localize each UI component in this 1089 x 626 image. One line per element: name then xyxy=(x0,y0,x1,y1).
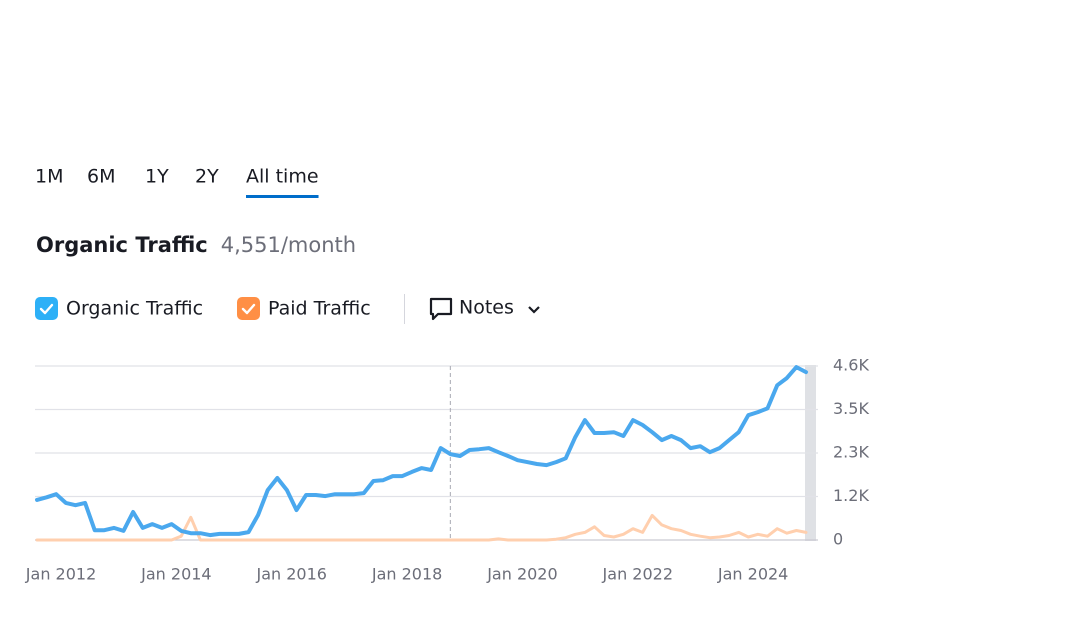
tab[interactable]: 2Y xyxy=(195,166,219,188)
checkbox[interactable] xyxy=(237,297,260,320)
x-tick-label: Jan 2020 xyxy=(486,565,557,584)
x-tick-label: Jan 2016 xyxy=(255,565,326,584)
metric-title: Organic Traffic xyxy=(36,233,208,257)
tab[interactable]: 6M xyxy=(87,166,115,188)
notes-label[interactable]: Notes xyxy=(459,297,514,319)
x-tick-label: Jan 2022 xyxy=(602,565,673,584)
y-tick-label: 2.3K xyxy=(833,443,869,462)
checkmark xyxy=(39,303,54,315)
metric-unit: /month xyxy=(281,233,356,257)
legend-item[interactable]: Paid Traffic xyxy=(237,297,371,320)
notes-button[interactable]: Notes xyxy=(429,297,540,321)
tab[interactable]: 1M xyxy=(35,166,63,188)
notes-icon xyxy=(429,297,453,321)
legend-label: Organic Traffic xyxy=(66,298,203,320)
legend-item[interactable]: Organic Traffic xyxy=(35,297,203,320)
checkbox[interactable] xyxy=(35,297,58,320)
y-tick-label: 0 xyxy=(833,530,843,549)
series-line xyxy=(35,365,808,538)
checkmark xyxy=(241,303,256,315)
series-line xyxy=(35,513,808,542)
x-tick-label: Jan 2018 xyxy=(371,565,442,584)
chevron xyxy=(528,306,540,314)
x-tick-label: Jan 2014 xyxy=(140,565,211,584)
y-tick-label: 3.5K xyxy=(833,399,869,418)
legend-label: Paid Traffic xyxy=(268,298,371,320)
metric-value: 4,551 xyxy=(221,233,281,257)
tab[interactable]: 1Y xyxy=(145,166,169,188)
y-tick-label: 4.6K xyxy=(833,356,869,375)
y-tick-label: 1.2K xyxy=(833,486,869,505)
tab-underline xyxy=(246,195,319,198)
x-tick-label: Jan 2012 xyxy=(25,565,96,584)
x-tick-label: Jan 2024 xyxy=(717,565,788,584)
tab[interactable]: All time xyxy=(246,166,319,188)
